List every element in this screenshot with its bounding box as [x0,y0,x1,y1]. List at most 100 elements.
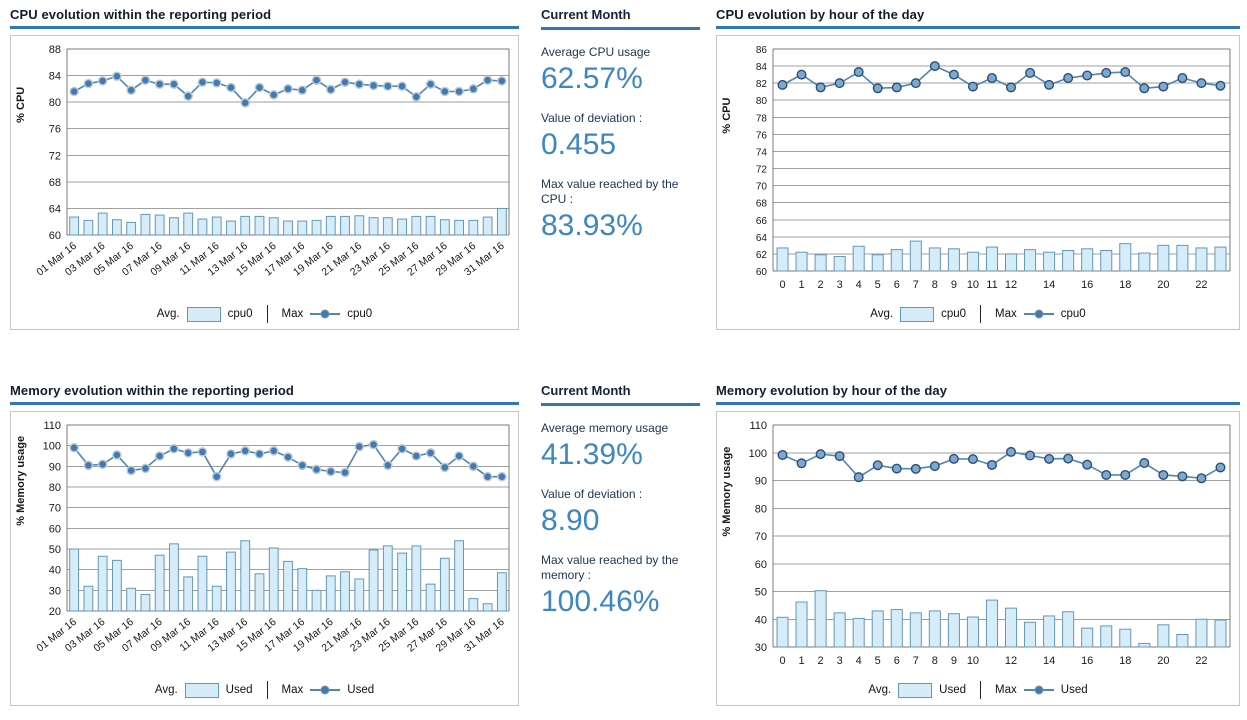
svg-text:2: 2 [818,279,824,291]
svg-text:72: 72 [756,165,768,176]
memory-period-legend: Avg. Used Max Used [11,675,518,705]
memory-period-chart: 20 30 40 50 60 70 80 90 100 110% Memory usage 01 M… [11,412,518,675]
cpu-hour-legend: Avg. cpu0 Max cpu0 [717,299,1239,329]
svg-text:68: 68 [49,177,61,189]
cpu-period-title-rule [10,26,519,29]
svg-text:70: 70 [49,503,61,515]
stat-item: Average memory usage 41.39% [541,421,700,472]
svg-text:88: 88 [49,44,61,56]
svg-text:84: 84 [49,71,61,83]
svg-text:76: 76 [756,130,768,141]
svg-text:16: 16 [1081,655,1093,667]
svg-text:80: 80 [49,97,61,109]
stat-item: Average CPU usage 62.57% [541,45,700,96]
svg-text:30: 30 [49,585,61,597]
svg-text:% CPU: % CPU [15,87,27,123]
bar-swatch-icon [186,306,221,322]
legend-avg-label: Avg. [870,308,894,320]
svg-text:62: 62 [756,250,768,261]
svg-text:8: 8 [932,655,938,667]
legend-max-label: Max [281,684,304,696]
svg-text:16: 16 [1081,279,1093,291]
svg-text:82: 82 [756,79,768,90]
svg-text:18: 18 [1119,655,1131,667]
legend-avg-series: cpu0 [941,308,967,320]
memory-hour-chart: 30 40 50 60 70 80 90 100 110% Memory usage 0 1 2 3 4 5… [717,412,1239,675]
svg-text:% CPU: % CPU [721,98,733,134]
svg-text:90: 90 [49,461,61,473]
cpu-stats-panel: Current Month Average CPU usage 62.57% V… [541,6,700,243]
line-marker-icon [1023,309,1054,319]
svg-text:110: 110 [749,420,767,432]
svg-text:60: 60 [756,267,768,278]
cpu-hour-title-rule [716,26,1240,29]
svg-text:50: 50 [755,587,767,599]
svg-text:12: 12 [1005,655,1017,667]
svg-text:10: 10 [967,655,979,667]
svg-text:9: 9 [951,655,957,667]
cpu-hour-panel: 60 62 64 66 68 70 72 74 76 78 80 82 84 86% CPU 0 1 2 3 4 5 6… [716,35,1240,330]
svg-text:% Memory usage: % Memory usage [15,436,27,526]
memory-hour-title-rule [716,402,1240,405]
memory-deviation-value: 8.90 [541,504,600,537]
bar-swatch-icon [900,306,935,322]
legend-divider [266,681,268,699]
cpu-deviation-value: 0.455 [541,128,617,161]
cpu-period-panel: 60 64 68 72 76 80 84 88% CPU 01 Mar 16 03 Mar 16 0… [10,35,519,330]
svg-text:64: 64 [756,233,768,244]
legend-max-series: Used [1060,684,1088,696]
cpu-period-title: CPU evolution within the reporting perio… [10,7,272,22]
svg-text:2: 2 [818,655,824,667]
svg-text:70: 70 [756,182,768,193]
svg-text:3: 3 [837,279,843,291]
cpu-stats-title: Current Month [541,7,631,22]
svg-text:30: 30 [755,642,767,654]
svg-text:7: 7 [913,279,919,291]
svg-text:60: 60 [755,559,767,571]
avg-memory-usage-value: 41.39% [541,438,643,471]
memory-hour-section: Memory evolution by hour of the day 30 40… [716,382,1240,706]
svg-text:11: 11 [986,279,997,291]
legend-max-series: Used [347,684,375,696]
svg-text:60: 60 [49,230,61,242]
svg-text:14: 14 [1043,655,1055,667]
svg-text:12: 12 [1005,279,1017,291]
svg-text:0: 0 [779,655,785,667]
cpu-stats-title-rule [541,27,700,30]
cpu-max-value: 83.93% [541,209,643,242]
stat-item: Max value reached by the CPU : 83.93% [541,177,700,243]
memory-stats-title-rule [541,403,700,406]
line-marker-icon [1023,685,1054,695]
svg-text:70: 70 [755,531,767,543]
line-marker-icon [310,685,341,695]
svg-text:0: 0 [779,279,785,291]
legend-avg-label: Avg. [156,308,180,320]
cpu-max-label: Max value reached by the CPU : [541,177,679,206]
memory-deviation-label: Value of deviation : [541,487,643,501]
avg-memory-usage-label: Average memory usage [541,421,669,435]
cpu-hour-chart: 60 62 64 66 68 70 72 74 76 78 80 82 84 86% CPU 0 1 2 3 4 5 6… [717,36,1239,299]
legend-divider [980,305,982,323]
svg-text:14: 14 [1043,279,1055,291]
svg-text:84: 84 [756,62,768,73]
bar-swatch-icon [898,682,933,698]
svg-text:80: 80 [756,96,768,107]
legend-avg-label: Avg. [154,684,178,696]
svg-text:64: 64 [49,203,61,215]
legend-avg-series: cpu0 [227,308,253,320]
cpu-period-legend: Avg. cpu0 Max cpu0 [11,299,518,329]
svg-text:1: 1 [798,655,804,667]
cpu-period-chart: 60 64 68 72 76 80 84 88% CPU 01 Mar 16 03 Mar 16 0… [11,36,518,299]
svg-text:8: 8 [932,279,938,291]
legend-divider [266,305,268,323]
cpu-hour-title: CPU evolution by hour of the day [716,7,925,22]
svg-text:66: 66 [756,216,768,227]
stat-item: Value of deviation : 8.90 [541,487,700,538]
svg-text:5: 5 [875,655,881,667]
legend-avg-series: Used [939,684,967,696]
svg-text:40: 40 [755,614,767,626]
memory-max-label: Max value reached by the memory : [541,553,679,582]
legend-max-label: Max [281,308,304,320]
svg-text:100: 100 [749,448,767,460]
memory-hour-title: Memory evolution by hour of the day [716,383,948,398]
